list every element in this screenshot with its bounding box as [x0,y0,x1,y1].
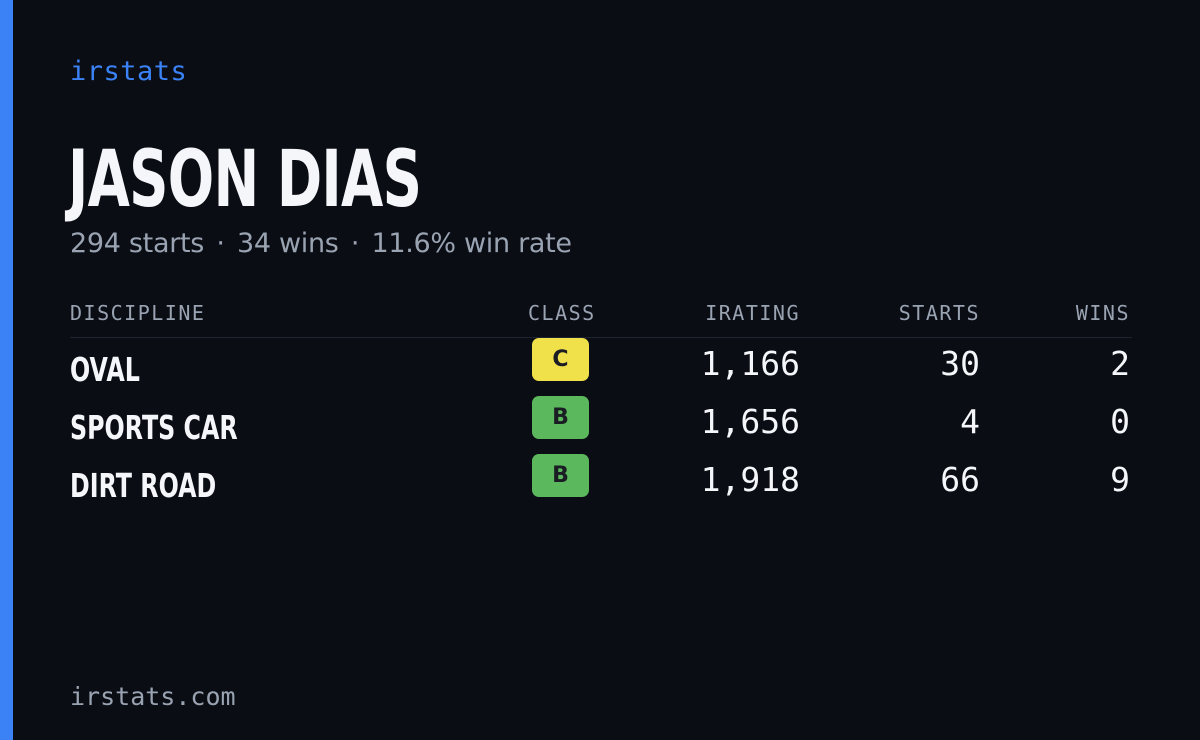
summary-wins: 34 wins [236,228,339,259]
starts-value: 66 [940,460,980,499]
discipline-name: SPORTS CAR [70,408,238,447]
class-badge: B [532,454,589,497]
wins-value: 9 [1110,460,1130,499]
header-class: CLASS [528,301,596,325]
irating-value: 1,918 [700,460,800,499]
discipline-name: OVAL [70,350,140,389]
wins-value: 2 [1110,344,1130,383]
footer-site-link[interactable]: irstats.com [70,682,236,711]
summary-win-rate: 11.6% win rate [371,228,572,259]
irating-value: 1,656 [700,402,800,441]
starts-value: 4 [960,402,980,441]
brand-logo-text[interactable]: irstats [70,56,188,87]
discipline-name: DIRT ROAD [70,466,217,505]
driver-summary: 294 starts · 34 wins · 11.6% win rate [70,228,572,259]
summary-starts: 294 starts [70,228,205,259]
discipline-stats-table: DISCIPLINE CLASS IRATING STARTS WINS OVA… [70,296,1132,512]
table-row: OVAL C 1,166 30 2 [70,338,1132,396]
class-badge: B [532,396,589,439]
table-header: DISCIPLINE CLASS IRATING STARTS WINS [70,296,1132,338]
class-badge: C [532,338,589,381]
summary-separator: · [216,228,225,259]
header-wins: WINS [1075,301,1130,325]
header-discipline: DISCIPLINE [70,301,206,325]
header-starts: STARTS [898,301,980,325]
table-row: DIRT ROAD B 1,918 66 9 [70,454,1132,512]
summary-separator: · [350,228,360,259]
table-row: SPORTS CAR B 1,656 4 0 [70,396,1132,454]
irating-value: 1,166 [700,344,800,383]
header-irating: IRATING [705,301,800,325]
starts-value: 30 [940,344,980,383]
accent-bar [0,0,13,740]
driver-name: JASON DIAS [68,135,422,225]
wins-value: 0 [1110,402,1130,441]
